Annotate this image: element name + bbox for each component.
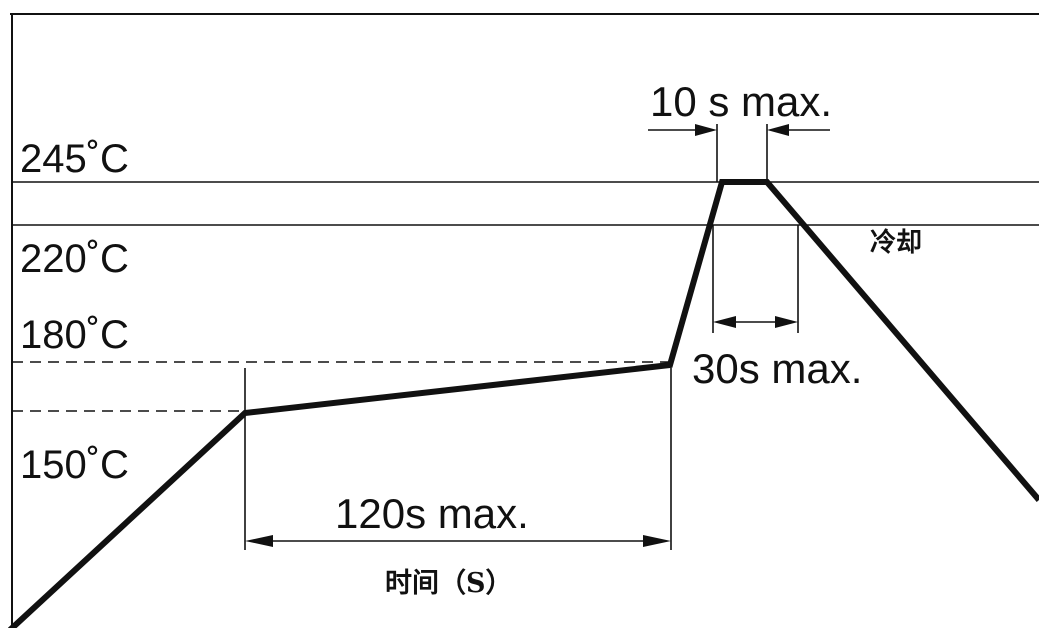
cooling-label: 冷却 — [870, 227, 922, 258]
above220-duration-label: 30s max. — [692, 345, 862, 392]
temp-label-220: 220˚C — [20, 237, 129, 281]
temp-label-150: 150˚C — [20, 443, 129, 487]
preheat-duration-arrows — [245, 535, 671, 547]
temperature-profile-curve — [7, 179, 1039, 628]
preheat-duration-label: 120s max. — [335, 490, 529, 537]
peak-duration-label: 10 s max. — [650, 78, 832, 125]
above220-duration-arrows — [713, 316, 798, 328]
peak-duration-arrows — [648, 124, 830, 136]
temp-label-245: 245˚C — [20, 137, 129, 181]
temp-label-180: 180˚C — [20, 313, 129, 357]
time-axis-label: 时间（S） — [385, 568, 513, 599]
